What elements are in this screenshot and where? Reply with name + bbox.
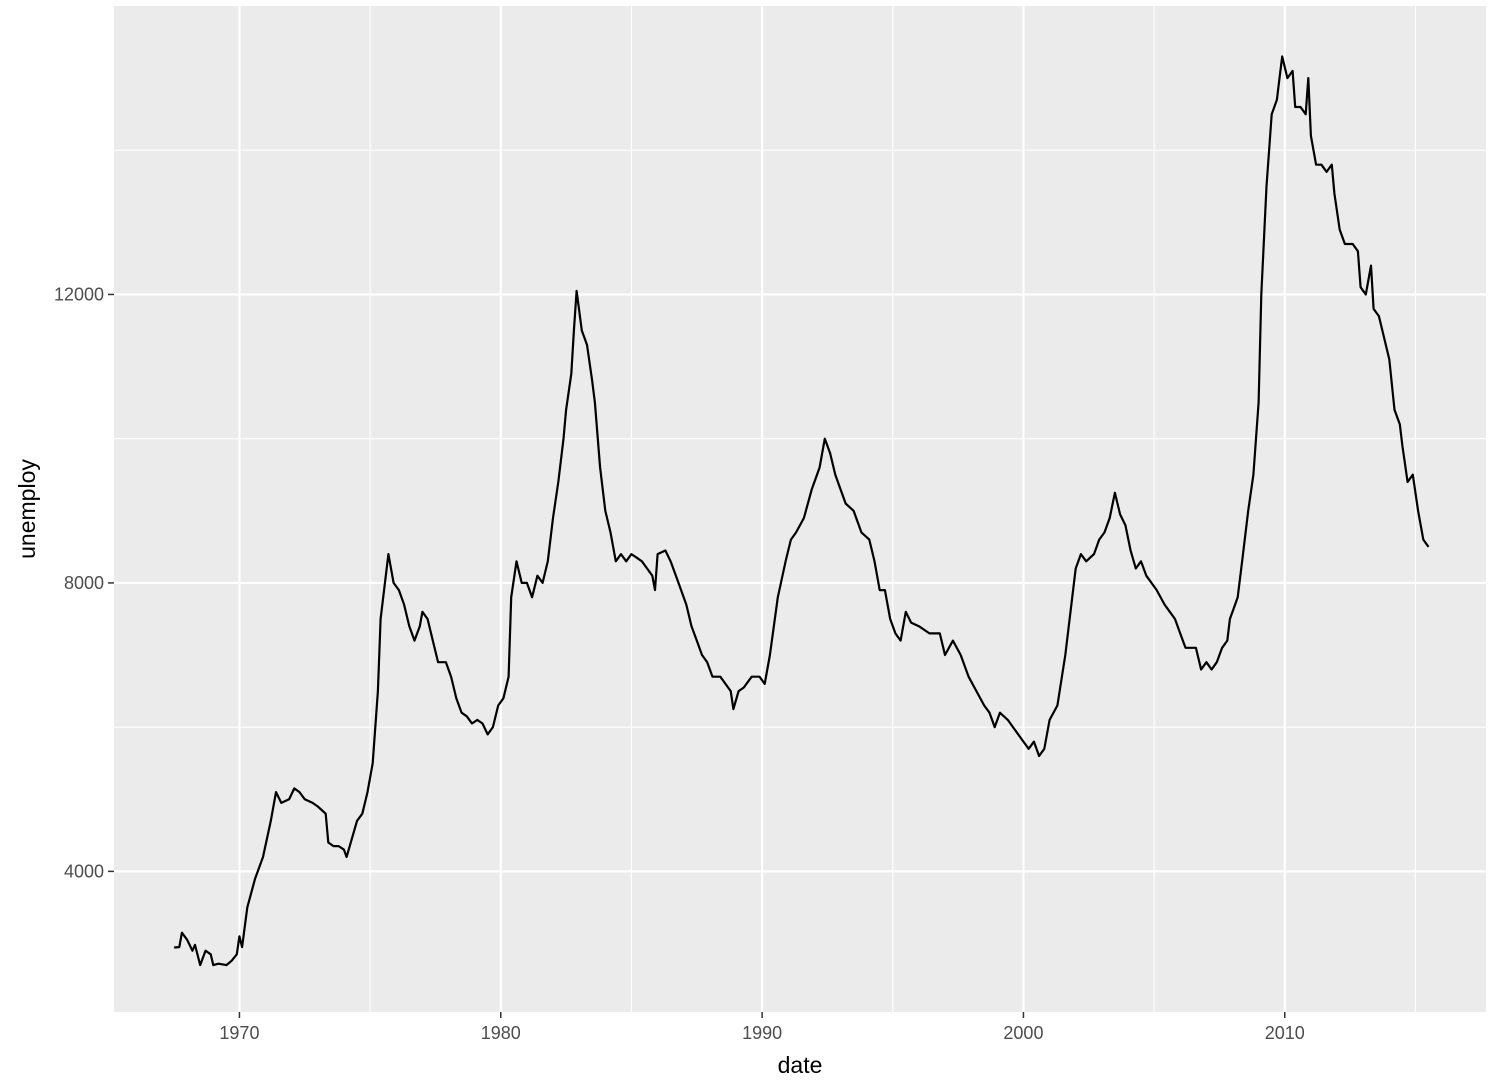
x-axis-title: date [778, 1052, 823, 1078]
major-gridlines-x [238, 6, 1286, 1012]
y-axis: 4000 8000 12000 [54, 284, 114, 881]
x-tick-label: 1970 [219, 1023, 259, 1043]
x-axis: 1970 1980 1990 2000 2010 [219, 1012, 1305, 1043]
y-tick-label: 12000 [54, 284, 104, 304]
x-tick-label: 2000 [1003, 1023, 1043, 1043]
major-gridlines-y [114, 293, 1486, 873]
series-line-unemploy [174, 55, 1430, 967]
x-tick-label: 2010 [1265, 1023, 1305, 1043]
x-tick-label: 1980 [481, 1023, 521, 1043]
x-tick-label: 1990 [742, 1023, 782, 1043]
minor-gridlines-x [369, 6, 1416, 1012]
y-tick-label: 8000 [64, 573, 104, 593]
y-tick-label: 4000 [64, 861, 104, 881]
plot-panel [114, 6, 1486, 1012]
y-axis-title: unemploy [14, 459, 40, 559]
minor-gridlines-y [114, 149, 1486, 728]
